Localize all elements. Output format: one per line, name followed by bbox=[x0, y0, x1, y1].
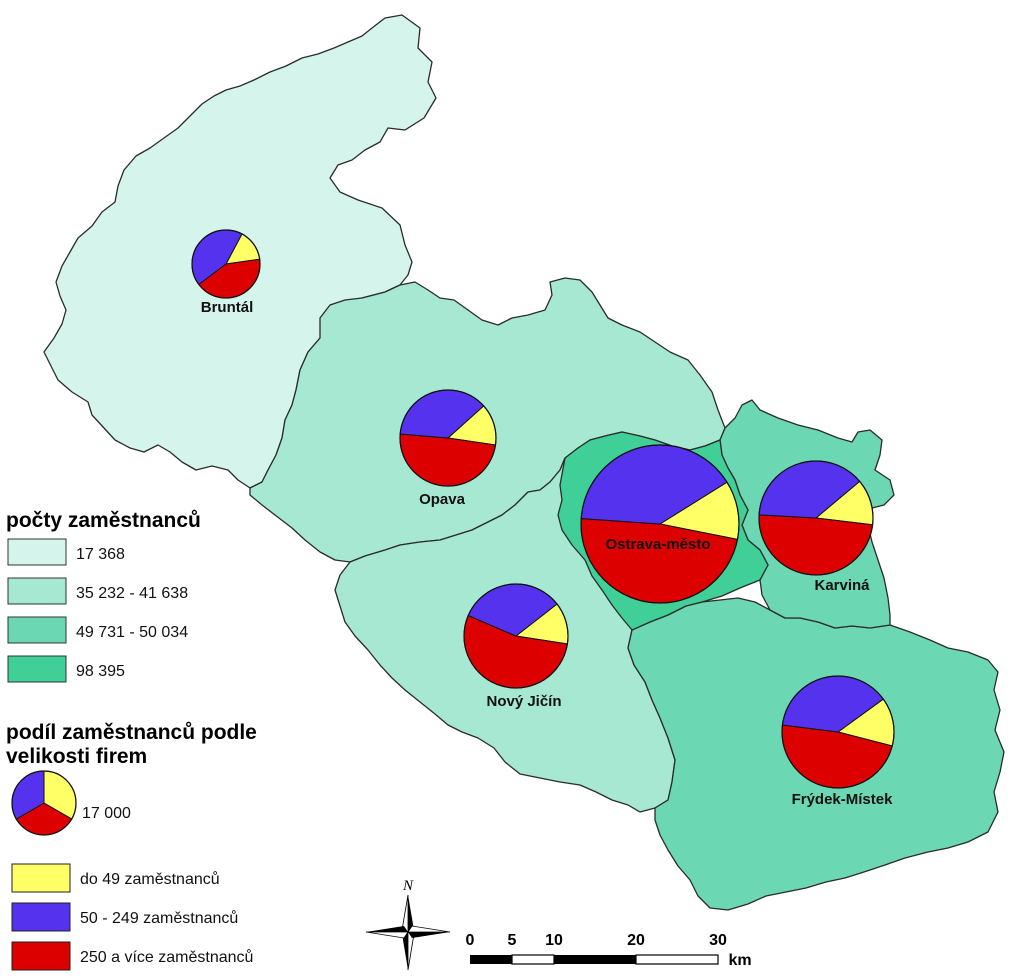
pie-outline bbox=[399, 389, 497, 487]
scale-tick-label: 5 bbox=[508, 932, 517, 949]
district-labels: Bruntál Opava Ostrava-město Karviná Nový… bbox=[201, 299, 893, 808]
legend-title: počty zaměstnanců bbox=[6, 509, 201, 532]
label-karvina: Karviná bbox=[814, 577, 870, 594]
legend-swatch bbox=[7, 538, 67, 566]
legend-class-4: 98 395 bbox=[7, 655, 125, 683]
pie-outline bbox=[191, 229, 261, 299]
legend-label: do 49 zaměstnanců bbox=[80, 870, 220, 888]
scale-tick-label: 0 bbox=[466, 932, 475, 949]
pie-charts bbox=[191, 229, 895, 789]
label-opava: Opava bbox=[419, 491, 466, 508]
legend-label: 50 - 249 zaměstnanců bbox=[80, 909, 238, 927]
label-ostrava-mesto: Ostrava-město bbox=[605, 536, 710, 553]
scale-segment bbox=[511, 954, 555, 965]
legend-swatch bbox=[7, 655, 67, 683]
legend-firm-size: podíl zaměstnanců podle velikosti firem … bbox=[6, 721, 257, 971]
legend-category-large: 250 a více zaměstnanců bbox=[11, 941, 253, 971]
label-bruntal: Bruntál bbox=[201, 299, 254, 316]
legend-swatch bbox=[11, 863, 71, 893]
legend-label: 17 368 bbox=[76, 546, 125, 563]
pie-ostrava-m-sto bbox=[580, 444, 740, 604]
scale-tick-label: 10 bbox=[545, 932, 563, 949]
legend-swatch bbox=[7, 577, 67, 605]
legend-reference-value: 17 000 bbox=[82, 805, 131, 822]
legend-reference-pie bbox=[11, 770, 77, 836]
pie-outline bbox=[758, 460, 874, 576]
pie-outline bbox=[11, 770, 77, 836]
scale-bar: 0 5 10 20 30 km bbox=[466, 932, 752, 969]
legend-label: 98 395 bbox=[76, 663, 125, 680]
legend-label: 250 a více zaměstnanců bbox=[80, 948, 253, 966]
pie-outline bbox=[580, 444, 740, 604]
legend-swatch bbox=[11, 941, 71, 971]
pie-nov-ji-n bbox=[463, 583, 569, 689]
scale-tick-label: 30 bbox=[709, 932, 727, 949]
pie-brunt-l bbox=[191, 229, 261, 299]
scale-segment bbox=[554, 955, 636, 964]
pie-opava bbox=[399, 389, 497, 487]
pie-outline bbox=[463, 583, 569, 689]
scale-segment bbox=[470, 955, 512, 964]
legend-category-small: do 49 zaměstnanců bbox=[11, 863, 220, 893]
legend-class-2: 35 232 - 41 638 bbox=[7, 577, 188, 605]
scale-segment bbox=[635, 954, 719, 965]
pie-outline bbox=[781, 675, 895, 789]
legend-swatch bbox=[11, 902, 71, 932]
label-frydek-mistek: Frýdek-Místek bbox=[792, 791, 894, 808]
pie-karvin- bbox=[758, 460, 874, 576]
north-arrow-icon: N bbox=[365, 878, 451, 971]
label-novy-jicin: Nový Jičín bbox=[486, 693, 561, 710]
legend-class-1: 17 368 bbox=[7, 538, 125, 566]
legend-pie-title-line1: podíl zaměstnanců podle bbox=[6, 721, 257, 744]
pie-fr-dek-m-stek bbox=[781, 675, 895, 789]
legend-pie-title-line2: velikosti firem bbox=[6, 745, 147, 768]
legend-label: 49 731 - 50 034 bbox=[76, 624, 188, 641]
legend-category-medium: 50 - 249 zaměstnanců bbox=[11, 902, 238, 932]
north-label: N bbox=[402, 878, 414, 894]
legend-class-3: 49 731 - 50 034 bbox=[7, 616, 188, 644]
legend-reference-pie-shape bbox=[11, 770, 77, 836]
legend-label: 35 232 - 41 638 bbox=[76, 585, 188, 602]
scale-unit: km bbox=[728, 952, 751, 969]
scale-tick-label: 20 bbox=[627, 932, 645, 949]
legend-employee-counts: počty zaměstnanců 17 368 35 232 - 41 638… bbox=[0, 505, 245, 695]
legend-swatch bbox=[7, 616, 67, 644]
